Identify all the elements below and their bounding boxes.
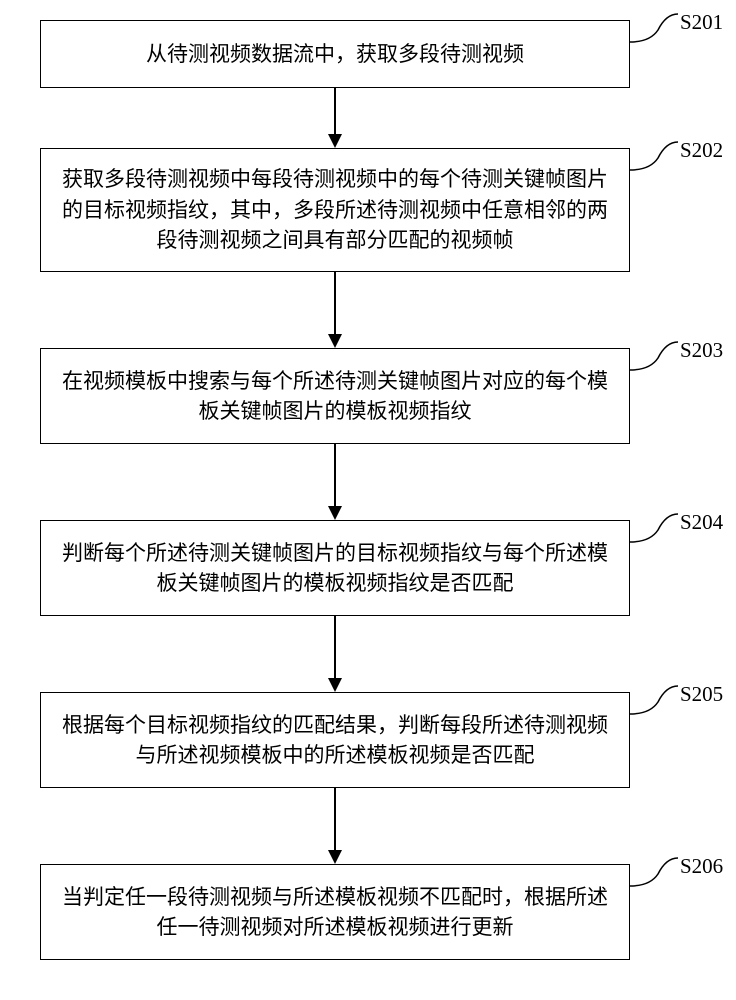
arrow-line-5	[334, 788, 336, 850]
step-label-s204: S204	[680, 510, 723, 535]
step-label-s203: S203	[680, 338, 723, 363]
arrow-head-4	[328, 678, 342, 692]
label-connector-s203	[630, 340, 678, 374]
step-node-s202: 获取多段待测视频中每段待测视频中的每个待测关键帧图片的目标视频指纹，其中，多段所…	[40, 148, 630, 272]
arrow-line-4	[334, 616, 336, 678]
arrow-line-2	[334, 272, 336, 334]
step-label-s205: S205	[680, 682, 723, 707]
step-node-s201: 从待测视频数据流中，获取多段待测视频	[40, 20, 630, 88]
arrow-head-5	[328, 850, 342, 864]
label-connector-s202	[630, 140, 678, 174]
arrow-head-3	[328, 506, 342, 520]
step-label-s202: S202	[680, 138, 723, 163]
step-node-s203: 在视频模板中搜索与每个所述待测关键帧图片对应的每个模板关键帧图片的模板视频指纹	[40, 348, 630, 444]
step-node-s204: 判断每个所述待测关键帧图片的目标视频指纹与每个所述模板关键帧图片的模板视频指纹是…	[40, 520, 630, 616]
arrow-line-1	[334, 88, 336, 134]
step-node-s206: 当判定任一段待测视频与所述模板视频不匹配时，根据所述任一待测视频对所述模板视频进…	[40, 864, 630, 960]
step-text: 从待测视频数据流中，获取多段待测视频	[146, 39, 524, 69]
step-text: 根据每个目标视频指纹的匹配结果，判断每段所述待测视频与所述视频模板中的所述模板视…	[59, 710, 611, 771]
arrow-head-1	[328, 134, 342, 148]
arrow-line-3	[334, 444, 336, 506]
label-connector-s205	[630, 684, 678, 718]
step-text: 获取多段待测视频中每段待测视频中的每个待测关键帧图片的目标视频指纹，其中，多段所…	[59, 164, 611, 255]
step-node-s205: 根据每个目标视频指纹的匹配结果，判断每段所述待测视频与所述视频模板中的所述模板视…	[40, 692, 630, 788]
label-connector-s201	[630, 12, 678, 46]
arrow-head-2	[328, 334, 342, 348]
label-connector-s204	[630, 512, 678, 546]
step-text: 当判定任一段待测视频与所述模板视频不匹配时，根据所述任一待测视频对所述模板视频进…	[59, 882, 611, 943]
step-label-s201: S201	[680, 10, 723, 35]
step-text: 判断每个所述待测关键帧图片的目标视频指纹与每个所述模板关键帧图片的模板视频指纹是…	[59, 538, 611, 599]
step-text: 在视频模板中搜索与每个所述待测关键帧图片对应的每个模板关键帧图片的模板视频指纹	[59, 366, 611, 427]
label-connector-s206	[630, 856, 678, 890]
step-label-s206: S206	[680, 854, 723, 879]
flowchart-canvas: 从待测视频数据流中，获取多段待测视频 S201 获取多段待测视频中每段待测视频中…	[0, 0, 736, 1000]
